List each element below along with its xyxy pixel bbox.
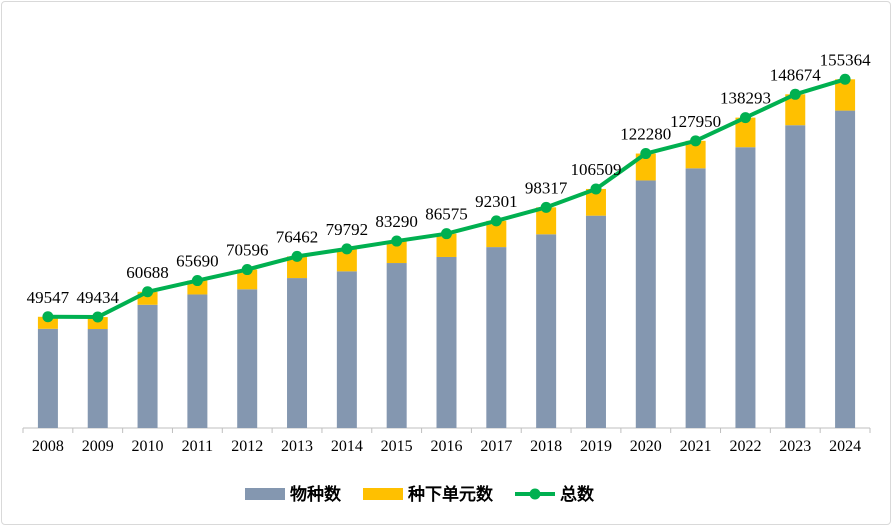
total-point — [839, 73, 851, 85]
legend-marker — [529, 488, 541, 500]
total-point — [490, 215, 502, 227]
x-tick-label: 2020 — [630, 438, 662, 455]
total-point — [142, 286, 154, 298]
bar-species — [237, 289, 258, 428]
bar-infraspecific — [386, 241, 407, 264]
total-point — [92, 311, 104, 323]
bar-infraspecific — [37, 316, 58, 329]
bar-infraspecific — [735, 117, 756, 148]
x-tick-label: 2013 — [281, 438, 313, 455]
bar-species — [735, 147, 756, 428]
x-tick-label: 2010 — [132, 438, 164, 455]
bar-infraspecific — [87, 317, 108, 330]
bar-infraspecific — [336, 248, 357, 272]
total-point — [191, 275, 203, 287]
bar-infraspecific — [635, 153, 656, 181]
legend-swatch — [363, 488, 403, 500]
bar-species — [785, 125, 806, 429]
total-point — [42, 311, 54, 323]
total-data-label: 127950 — [670, 112, 721, 131]
x-tick-label: 2019 — [580, 438, 612, 455]
bar-infraspecific — [486, 220, 507, 248]
total-data-label: 65690 — [176, 252, 219, 271]
bar-species — [287, 278, 308, 428]
bar-species — [585, 215, 606, 428]
total-data-label: 92301 — [475, 192, 518, 211]
bar-infraspecific — [785, 94, 806, 126]
total-point — [590, 183, 602, 195]
legend-label: 物种数 — [290, 484, 342, 505]
bar-species — [137, 304, 158, 428]
total-data-label: 49434 — [76, 288, 119, 307]
total-data-label: 76462 — [276, 227, 319, 246]
total-point — [690, 135, 702, 147]
total-data-label: 83290 — [375, 212, 418, 231]
total-data-label: 122280 — [620, 125, 671, 144]
total-point — [540, 201, 552, 213]
total-point — [241, 264, 253, 276]
bar-species — [685, 168, 706, 428]
bar-infraspecific — [187, 280, 208, 295]
total-data-label: 60688 — [126, 263, 169, 282]
legend-label: 种下单元数 — [407, 484, 494, 505]
x-tick-label: 2011 — [182, 438, 213, 455]
x-tick-label: 2024 — [829, 438, 861, 455]
total-point — [640, 148, 652, 160]
bar-infraspecific — [835, 79, 856, 111]
total-data-label: 106509 — [570, 160, 621, 179]
bar-species — [187, 294, 208, 428]
x-tick-label: 2008 — [32, 438, 64, 455]
bar-species — [336, 271, 357, 428]
legend-label: 总数 — [560, 484, 595, 505]
x-tick-label: 2017 — [480, 438, 512, 455]
bar-species — [835, 110, 856, 428]
x-tick-label: 2015 — [381, 438, 413, 455]
bar-species — [436, 256, 457, 428]
total-point — [739, 112, 751, 124]
bar-infraspecific — [237, 269, 258, 290]
bar-species — [386, 263, 407, 428]
x-tick-label: 2021 — [680, 438, 712, 455]
total-data-label: 70596 — [226, 241, 269, 260]
total-point — [391, 235, 403, 247]
total-point — [341, 243, 353, 255]
bar-species — [37, 328, 58, 428]
total-data-label: 98317 — [525, 178, 568, 197]
bar-infraspecific — [436, 233, 457, 257]
total-data-label: 79792 — [326, 220, 369, 239]
bar-infraspecific — [685, 140, 706, 169]
total-data-label: 86575 — [425, 205, 468, 224]
x-tick-label: 2009 — [82, 438, 114, 455]
bar-infraspecific — [536, 207, 557, 235]
total-point — [441, 228, 452, 240]
total-point — [291, 250, 303, 262]
x-tick-label: 2016 — [431, 438, 463, 455]
x-tick-label: 2018 — [530, 438, 562, 455]
total-data-label: 155364 — [820, 50, 872, 69]
total-data-label: 138293 — [720, 89, 771, 108]
legend-swatch — [245, 488, 285, 500]
x-tick-label: 2014 — [331, 438, 363, 455]
bar-species — [536, 234, 557, 428]
x-tick-label: 2012 — [231, 438, 263, 455]
x-tick-label: 2023 — [779, 438, 811, 455]
total-point — [789, 88, 801, 100]
bar-species — [87, 329, 108, 428]
bar-species — [486, 247, 507, 428]
bar-species — [635, 180, 656, 428]
bar-infraspecific — [287, 256, 308, 279]
x-tick-label: 2022 — [729, 438, 761, 455]
total-data-label: 148674 — [770, 65, 822, 84]
total-data-label: 49547 — [27, 288, 70, 307]
bar-infraspecific — [585, 188, 606, 216]
